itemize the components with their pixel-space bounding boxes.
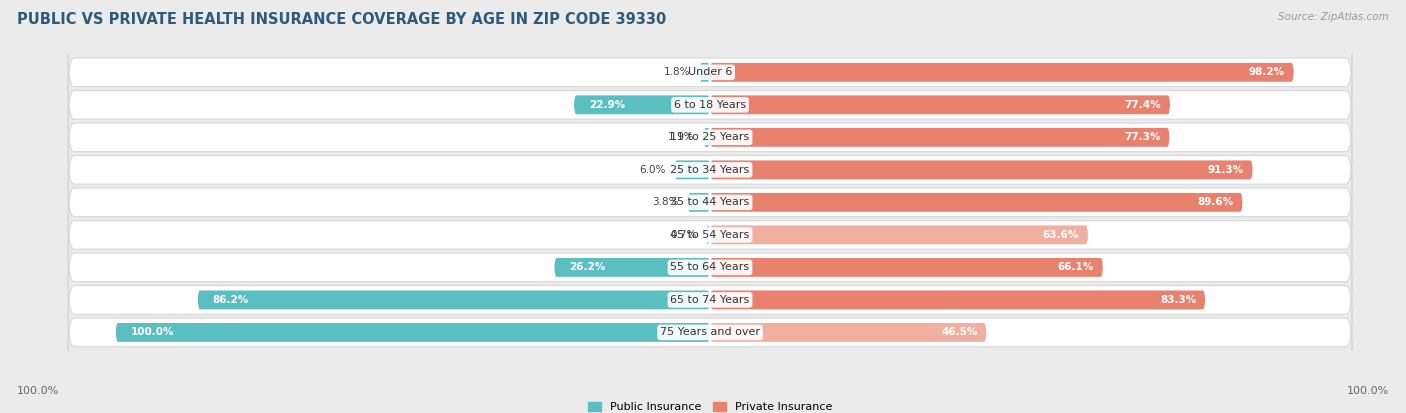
- Text: Under 6: Under 6: [688, 67, 733, 77]
- Text: 35 to 44 Years: 35 to 44 Years: [671, 197, 749, 207]
- FancyBboxPatch shape: [67, 314, 1353, 351]
- FancyBboxPatch shape: [67, 54, 1353, 90]
- Text: 65 to 74 Years: 65 to 74 Years: [671, 295, 749, 305]
- FancyBboxPatch shape: [675, 160, 710, 179]
- FancyBboxPatch shape: [115, 323, 710, 342]
- FancyBboxPatch shape: [710, 160, 1253, 179]
- Text: 75 Years and over: 75 Years and over: [659, 328, 761, 337]
- FancyBboxPatch shape: [703, 128, 710, 147]
- FancyBboxPatch shape: [710, 128, 1170, 147]
- FancyBboxPatch shape: [688, 193, 710, 212]
- Text: 89.6%: 89.6%: [1198, 197, 1233, 207]
- FancyBboxPatch shape: [710, 63, 1294, 82]
- FancyBboxPatch shape: [710, 290, 1205, 309]
- FancyBboxPatch shape: [706, 225, 710, 244]
- Text: 98.2%: 98.2%: [1249, 67, 1285, 77]
- FancyBboxPatch shape: [67, 152, 1353, 188]
- FancyBboxPatch shape: [67, 87, 1353, 123]
- Text: 1.1%: 1.1%: [668, 132, 695, 142]
- FancyBboxPatch shape: [710, 258, 1102, 277]
- Text: 3.8%: 3.8%: [652, 197, 679, 207]
- Text: 0.7%: 0.7%: [671, 230, 697, 240]
- Text: 77.3%: 77.3%: [1123, 132, 1160, 142]
- Text: 100.0%: 100.0%: [17, 387, 59, 396]
- Text: 66.1%: 66.1%: [1057, 262, 1094, 273]
- FancyBboxPatch shape: [710, 323, 987, 342]
- FancyBboxPatch shape: [67, 282, 1353, 318]
- FancyBboxPatch shape: [67, 119, 1353, 156]
- Text: 63.6%: 63.6%: [1043, 230, 1080, 240]
- FancyBboxPatch shape: [699, 63, 710, 82]
- Text: 6 to 18 Years: 6 to 18 Years: [673, 100, 747, 110]
- Text: 1.8%: 1.8%: [664, 67, 690, 77]
- Text: 86.2%: 86.2%: [212, 295, 249, 305]
- FancyBboxPatch shape: [67, 249, 1353, 286]
- FancyBboxPatch shape: [67, 184, 1353, 221]
- Text: 22.9%: 22.9%: [589, 100, 624, 110]
- Text: 45 to 54 Years: 45 to 54 Years: [671, 230, 749, 240]
- Legend: Public Insurance, Private Insurance: Public Insurance, Private Insurance: [583, 398, 837, 413]
- FancyBboxPatch shape: [554, 258, 710, 277]
- Text: 77.4%: 77.4%: [1125, 100, 1161, 110]
- Text: 83.3%: 83.3%: [1160, 295, 1197, 305]
- FancyBboxPatch shape: [710, 193, 1243, 212]
- Text: 46.5%: 46.5%: [941, 328, 977, 337]
- Text: 100.0%: 100.0%: [1347, 387, 1389, 396]
- Text: 19 to 25 Years: 19 to 25 Years: [671, 132, 749, 142]
- Text: PUBLIC VS PRIVATE HEALTH INSURANCE COVERAGE BY AGE IN ZIP CODE 39330: PUBLIC VS PRIVATE HEALTH INSURANCE COVER…: [17, 12, 666, 27]
- Text: 91.3%: 91.3%: [1208, 165, 1244, 175]
- Text: 55 to 64 Years: 55 to 64 Years: [671, 262, 749, 273]
- FancyBboxPatch shape: [710, 95, 1170, 114]
- Text: 26.2%: 26.2%: [569, 262, 606, 273]
- FancyBboxPatch shape: [198, 290, 710, 309]
- Text: 25 to 34 Years: 25 to 34 Years: [671, 165, 749, 175]
- FancyBboxPatch shape: [710, 225, 1088, 244]
- Text: Source: ZipAtlas.com: Source: ZipAtlas.com: [1278, 12, 1389, 22]
- FancyBboxPatch shape: [574, 95, 710, 114]
- Text: 6.0%: 6.0%: [640, 165, 665, 175]
- FancyBboxPatch shape: [67, 217, 1353, 253]
- Text: 100.0%: 100.0%: [131, 328, 174, 337]
